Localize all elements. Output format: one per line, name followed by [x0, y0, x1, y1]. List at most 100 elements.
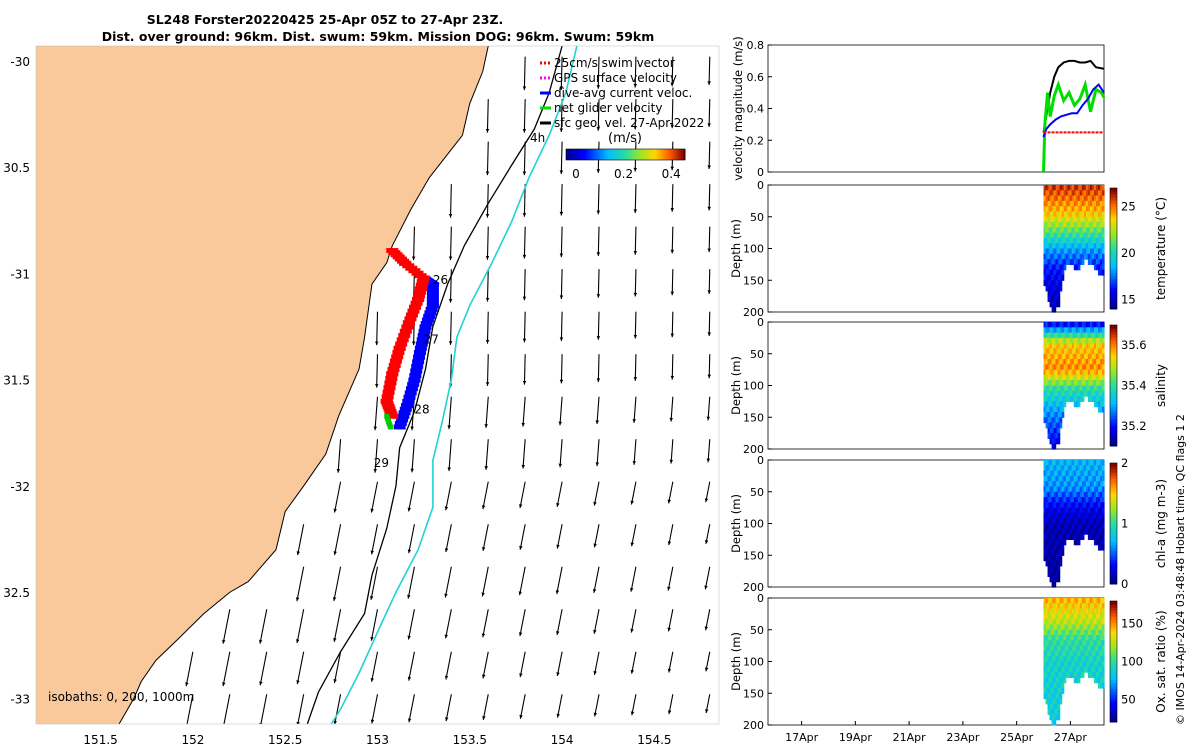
section-cell: [1057, 206, 1061, 213]
section-cell: [1063, 640, 1067, 647]
section-cell: [1091, 348, 1095, 355]
geo-vector-head: [559, 253, 564, 258]
section-cell: [1047, 549, 1051, 556]
section-cell: [1067, 491, 1071, 498]
colorbar-cell: [675, 149, 678, 160]
geo-vector: [633, 439, 637, 465]
section-cell: [1067, 200, 1071, 207]
section-cell: [1057, 629, 1061, 636]
section-cell: [1083, 222, 1087, 228]
section-cell: [1085, 359, 1089, 365]
section-cell: [1055, 190, 1059, 197]
section-cell: [1043, 661, 1047, 668]
section-cell: [1051, 560, 1055, 567]
section-cell: [1089, 232, 1093, 239]
section-cell: [1045, 677, 1049, 684]
track-marker: [413, 293, 426, 299]
section-cell: [1063, 369, 1067, 376]
section-cell: [1047, 491, 1051, 498]
section-cell: [1087, 672, 1091, 678]
section-cell: [1065, 528, 1069, 535]
section-cell: [1061, 259, 1065, 265]
section-cell: [1057, 296, 1061, 303]
section-cell: [1047, 672, 1051, 678]
section-cell: [1063, 470, 1067, 477]
section-ytick: 100: [743, 656, 764, 669]
colorbar-cell: [617, 149, 621, 160]
section-cell: [1081, 650, 1085, 657]
section-cell: [1055, 417, 1059, 424]
section-cell: [1065, 369, 1069, 376]
geo-vector-head: [633, 377, 638, 381]
section-cell: [1097, 200, 1101, 207]
section-cell: [1099, 185, 1103, 191]
section-cell: [1081, 396, 1085, 402]
section-cell: [1093, 332, 1097, 339]
geo-vector-head: [558, 421, 562, 426]
section-cell: [1053, 411, 1057, 418]
section-cell: [1055, 322, 1059, 328]
section-cell: [1085, 385, 1089, 392]
section-colorbar-cell: [1110, 658, 1117, 662]
section-cell: [1069, 528, 1073, 535]
section-cell: [1075, 608, 1079, 615]
section-cell: [1057, 380, 1061, 387]
section-cell: [1101, 248, 1105, 255]
section-cell: [1079, 348, 1083, 355]
section-cell: [1055, 200, 1059, 207]
section-cell: [1099, 353, 1103, 360]
section-cell: [1049, 411, 1053, 418]
section-colorbar-cell: [1110, 212, 1117, 216]
section-cell: [1051, 603, 1055, 610]
geo-vector: [185, 651, 194, 687]
section-cell: [1099, 348, 1103, 355]
map-ytick: 30.5: [3, 161, 30, 175]
section-cell: [1047, 237, 1051, 244]
section-cell: [1101, 364, 1105, 371]
section-cell: [1075, 502, 1079, 509]
geo-vector: [259, 609, 268, 644]
section-cell: [1089, 332, 1093, 339]
section-cell: [1045, 243, 1049, 250]
section-cell: [1093, 195, 1097, 202]
section-colorbar-cell: [1110, 325, 1117, 329]
geo-vector: [374, 439, 379, 473]
section-cell: [1045, 285, 1049, 292]
geo-vector-head: [670, 249, 675, 254]
geo-vector: [519, 481, 526, 509]
section-cell: [1043, 481, 1047, 488]
section-xtick: 21Apr: [893, 731, 927, 744]
section-cell: [1061, 248, 1065, 255]
section-cell: [1099, 539, 1103, 546]
section-cell: [1087, 327, 1091, 334]
section-cell: [1063, 619, 1067, 626]
geo-vector-head: [336, 468, 341, 473]
section-cell: [1099, 460, 1103, 466]
section-cell: [1059, 629, 1063, 636]
section-cell: [1073, 237, 1077, 244]
section-cell: [1089, 243, 1093, 250]
velocity-ytick: 0.8: [747, 39, 765, 52]
section-cell: [1061, 682, 1065, 689]
geo-vector-head: [632, 461, 637, 465]
geo-vector: [559, 439, 563, 468]
section-cell: [1043, 465, 1047, 472]
geo-vector-head: [448, 213, 453, 218]
section-cell: [1069, 491, 1073, 498]
colorbar-cell: [639, 149, 642, 160]
geo-vector-head: [592, 588, 597, 593]
section-cell: [1069, 374, 1073, 381]
section-cell: [1045, 666, 1049, 673]
track-marker: [394, 420, 407, 426]
section-cell: [1067, 534, 1071, 540]
section-cell: [1043, 497, 1047, 503]
section-cell: [1099, 534, 1103, 540]
geo-vector: [445, 524, 452, 553]
geo-vector-head: [596, 336, 601, 340]
section-cell: [1045, 481, 1049, 488]
section-ytick: 0: [757, 454, 764, 467]
section-colorbar-cell: [1110, 415, 1117, 420]
section-cell: [1097, 656, 1101, 663]
section-colorbar-cell: [1110, 287, 1117, 292]
section-cell: [1051, 475, 1055, 482]
